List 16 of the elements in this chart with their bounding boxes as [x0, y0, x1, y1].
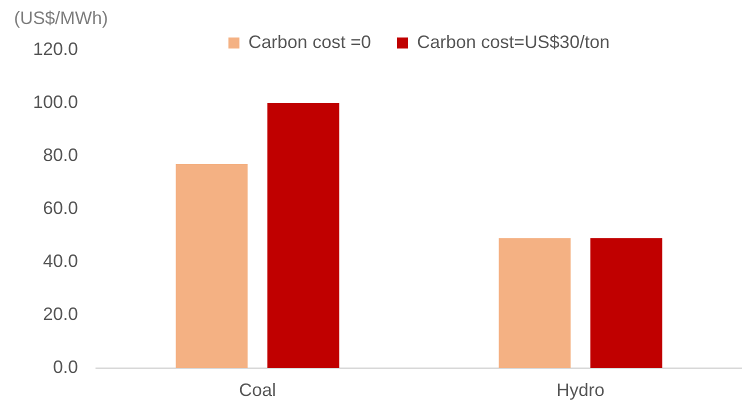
y-tick-label: 100.0 — [32, 92, 78, 112]
bar — [267, 103, 340, 368]
y-tick-label: 20.0 — [42, 304, 78, 324]
y-tick-label: 60.0 — [42, 198, 78, 218]
y-tick-label: 0.0 — [52, 356, 78, 377]
x-tick-label: Hydro — [556, 380, 605, 400]
bar — [498, 238, 571, 368]
y-tick-label: 80.0 — [42, 144, 78, 165]
bar — [590, 238, 662, 368]
y-tick-label: 120.0 — [32, 38, 78, 59]
legend-label: Carbon cost =0 — [248, 32, 371, 52]
bar — [176, 164, 248, 368]
y-tick-label: 40.0 — [42, 250, 78, 271]
legend-label: Carbon cost=US$30/ton — [416, 32, 610, 52]
x-tick-label: Coal — [238, 380, 276, 400]
y-axis-title: (US$/MWh) — [14, 8, 108, 28]
